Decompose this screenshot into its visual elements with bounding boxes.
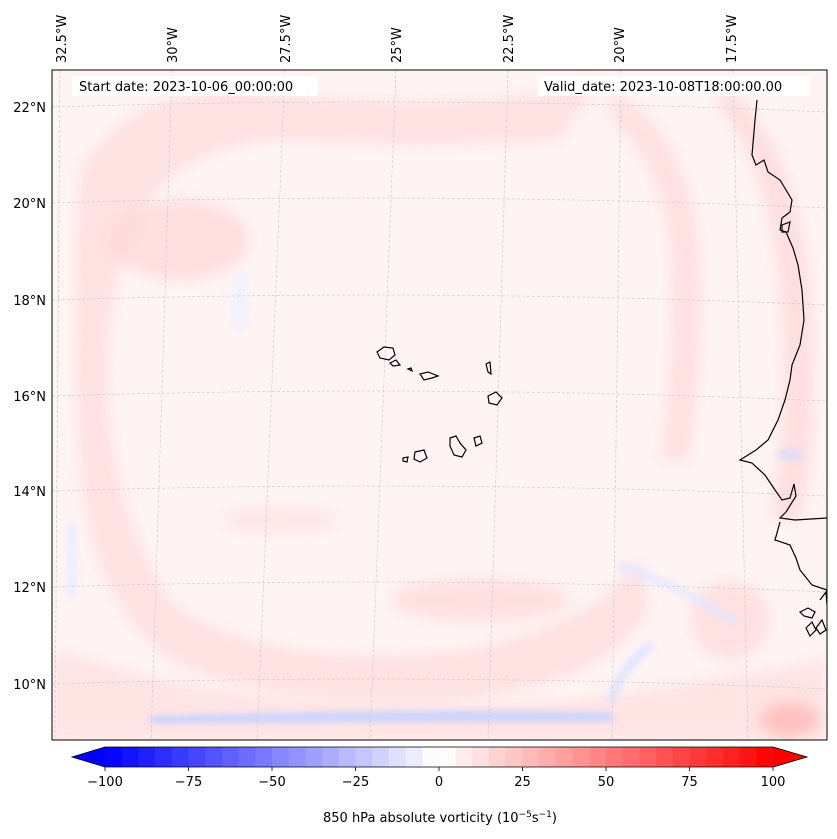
colorbar-segment <box>589 747 607 767</box>
lat-label-18n: 18°N <box>13 294 46 309</box>
colorbar-segment <box>706 747 724 767</box>
colorbar-segment <box>539 747 557 767</box>
colorbar-segment <box>555 747 573 767</box>
colorbar-tick-label: 25 <box>514 775 531 790</box>
colorbar-segment <box>171 747 189 767</box>
lon-label-27-5w: 27.5°W <box>279 15 294 63</box>
colorbar-segment <box>255 747 273 767</box>
colorbar-title: 850 hPa absolute vorticity (10−5s−1) <box>323 810 557 826</box>
colorbar-segment <box>288 747 306 767</box>
colorbar-segment <box>472 747 490 767</box>
colorbar-segment <box>188 747 206 767</box>
colorbar-segment <box>388 747 406 767</box>
map-panel <box>52 70 827 740</box>
colorbar-tick-label: 50 <box>598 775 615 790</box>
colorbar-tick-label: −50 <box>258 775 285 790</box>
lon-label-22-5w: 22.5°W <box>502 15 517 63</box>
graticule-lines <box>52 70 827 740</box>
colorbar-segment <box>622 747 640 767</box>
colorbar-segment <box>672 747 690 767</box>
negative-vorticity-bands <box>67 270 804 724</box>
colorbar-segment <box>155 747 173 767</box>
colorbar-tick-label: −25 <box>342 775 369 790</box>
colorbar-segment <box>138 747 156 767</box>
colorbar-segment <box>572 747 590 767</box>
colorbar-segment <box>656 747 674 767</box>
lon-label-30w: 30°W <box>166 27 181 63</box>
colorbar-min-extend-arrow <box>72 747 105 767</box>
valid-date-label: Valid_date: 2023-10-08T18:00:00.00 <box>544 80 782 95</box>
colorbar-segment <box>338 747 356 767</box>
colorbar-segment <box>305 747 323 767</box>
colorbar-segment <box>455 747 473 767</box>
colorbar-tick-label: −100 <box>87 775 123 790</box>
start-date-label: Start date: 2023-10-06_00:00:00 <box>79 80 293 95</box>
colorbar-segment <box>505 747 523 767</box>
longitude-labels: 32.5°W 30°W 27.5°W 25°W 22.5°W 20°W 17.5… <box>55 15 740 63</box>
colorbar-segment <box>205 747 223 767</box>
colorbar-ticks: −100 −75 −50 −25 0 25 50 75 100 <box>87 767 785 790</box>
colorbar-segment <box>238 747 256 767</box>
colorbar-tick-label: 100 <box>761 775 786 790</box>
colorbar-segment <box>422 747 440 767</box>
lat-label-10n: 10°N <box>13 678 46 693</box>
colorbar-segment <box>756 747 774 767</box>
colorbar-segment <box>105 747 123 767</box>
colorbar-tick-label: 75 <box>681 775 698 790</box>
colorbar-segment <box>739 747 757 767</box>
colorbar-tick-label: −75 <box>175 775 202 790</box>
colorbar-segment <box>439 747 457 767</box>
lat-label-22n: 22°N <box>13 101 46 116</box>
lat-label-16n: 16°N <box>13 390 46 405</box>
colorbar-tick-label: 0 <box>435 775 443 790</box>
colorbar-max-extend-arrow <box>773 747 807 767</box>
lon-label-20w: 20°W <box>613 27 628 63</box>
colorbar-segment <box>322 747 340 767</box>
colorbar-segment <box>489 747 507 767</box>
africa-coastline <box>738 99 827 638</box>
colorbar-segment <box>639 747 657 767</box>
colorbar-segment <box>372 747 390 767</box>
lon-label-25w: 25°W <box>390 27 405 63</box>
colorbar-segments <box>105 747 774 767</box>
colorbar-segment <box>722 747 740 767</box>
lat-label-20n: 20°N <box>13 197 46 212</box>
cape-verde-islands <box>376 346 503 463</box>
colorbar-segment <box>689 747 707 767</box>
lat-label-12n: 12°N <box>13 581 46 596</box>
lon-label-32-5w: 32.5°W <box>55 15 70 63</box>
latitude-labels: 22°N 20°N 18°N 16°N 14°N 12°N 10°N <box>13 101 46 693</box>
map-frame <box>51 69 828 741</box>
colorbar-segment <box>405 747 423 767</box>
colorbar-segment <box>355 747 373 767</box>
colorbar-segment <box>121 747 139 767</box>
colorbar-segment <box>272 747 290 767</box>
lon-label-17-5w: 17.5°W <box>725 15 740 63</box>
colorbar: −100 −75 −50 −25 0 25 50 75 100 850 hPa absolute… <box>70 746 809 826</box>
start-date-box <box>72 76 318 96</box>
lat-label-14n: 14°N <box>13 485 46 500</box>
colorbar-segment <box>522 747 540 767</box>
colorbar-segment <box>606 747 624 767</box>
valid-date-box <box>538 76 810 96</box>
colorbar-segment <box>221 747 239 767</box>
